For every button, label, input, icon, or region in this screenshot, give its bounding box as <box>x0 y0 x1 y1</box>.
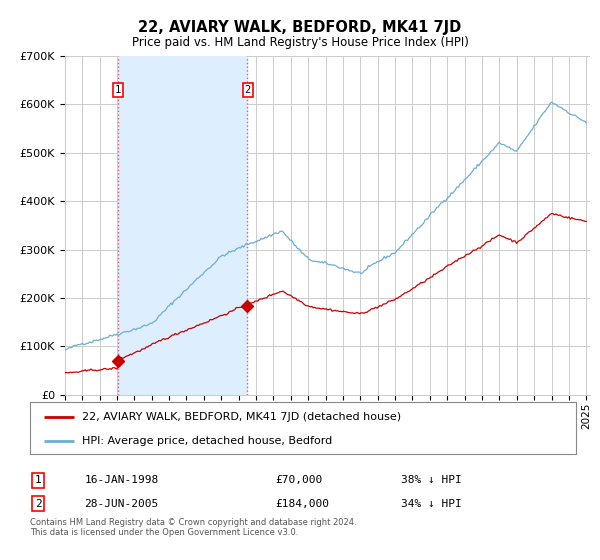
Text: Contains HM Land Registry data © Crown copyright and database right 2024.
This d: Contains HM Land Registry data © Crown c… <box>30 518 356 538</box>
Text: £184,000: £184,000 <box>276 499 330 508</box>
Text: £70,000: £70,000 <box>276 475 323 485</box>
Text: 16-JAN-1998: 16-JAN-1998 <box>85 475 159 485</box>
Text: 28-JUN-2005: 28-JUN-2005 <box>85 499 159 508</box>
Text: Price paid vs. HM Land Registry's House Price Index (HPI): Price paid vs. HM Land Registry's House … <box>131 36 469 49</box>
Text: 1: 1 <box>35 475 41 485</box>
Bar <box>118 56 247 395</box>
Text: 38% ↓ HPI: 38% ↓ HPI <box>401 475 462 485</box>
Text: 2: 2 <box>35 499 41 508</box>
Text: 22, AVIARY WALK, BEDFORD, MK41 7JD (detached house): 22, AVIARY WALK, BEDFORD, MK41 7JD (deta… <box>82 412 401 422</box>
Text: 34% ↓ HPI: 34% ↓ HPI <box>401 499 462 508</box>
Text: 22, AVIARY WALK, BEDFORD, MK41 7JD: 22, AVIARY WALK, BEDFORD, MK41 7JD <box>139 20 461 35</box>
Text: HPI: Average price, detached house, Bedford: HPI: Average price, detached house, Bedf… <box>82 436 332 446</box>
Text: 2: 2 <box>245 85 251 95</box>
Text: 1: 1 <box>115 85 121 95</box>
